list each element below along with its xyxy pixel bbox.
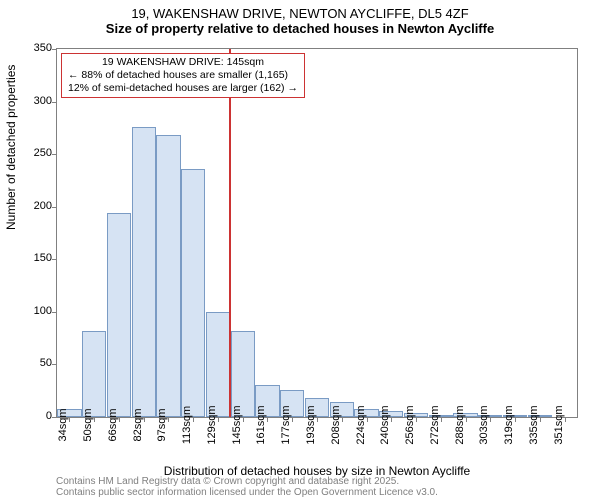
footer-attribution: Contains HM Land Registry data © Crown c… bbox=[56, 476, 438, 498]
y-tick-label: 0 bbox=[12, 410, 52, 422]
y-tick-mark bbox=[52, 49, 57, 50]
x-tick-label: 208sqm bbox=[330, 405, 342, 444]
x-tick-mark bbox=[94, 417, 95, 422]
x-tick-label: 34sqm bbox=[57, 408, 69, 441]
y-tick-label: 350 bbox=[12, 42, 52, 54]
y-tick-label: 250 bbox=[12, 147, 52, 159]
reference-line bbox=[229, 49, 231, 417]
chart-plot-area: 34sqm50sqm66sqm82sqm97sqm113sqm129sqm145… bbox=[56, 48, 578, 418]
title-address: 19, WAKENSHAW DRIVE, NEWTON AYCLIFFE, DL… bbox=[0, 6, 600, 21]
annotation-line-3: 12% of semi-detached houses are larger (… bbox=[68, 82, 298, 95]
annotation-line-2: ← 88% of detached houses are smaller (1,… bbox=[68, 69, 298, 82]
annotation-line-1: 19 WAKENSHAW DRIVE: 145sqm bbox=[68, 56, 298, 69]
histogram-bar bbox=[132, 127, 156, 417]
x-tick-label: 256sqm bbox=[404, 405, 416, 444]
x-tick-mark bbox=[119, 417, 120, 422]
y-tick-mark bbox=[52, 102, 57, 103]
x-tick-label: 82sqm bbox=[132, 408, 144, 441]
y-tick-label: 150 bbox=[12, 252, 52, 264]
x-tick-mark bbox=[193, 417, 194, 422]
x-tick-label: 97sqm bbox=[156, 408, 168, 441]
histogram-bar bbox=[82, 331, 106, 417]
y-tick-label: 50 bbox=[12, 357, 52, 369]
y-tick-label: 100 bbox=[12, 305, 52, 317]
x-tick-label: 177sqm bbox=[280, 405, 292, 444]
x-tick-mark bbox=[317, 417, 318, 422]
x-tick-label: 193sqm bbox=[305, 405, 317, 444]
y-tick-label: 300 bbox=[12, 95, 52, 107]
y-tick-mark bbox=[52, 154, 57, 155]
x-tick-label: 50sqm bbox=[82, 408, 94, 441]
x-tick-mark bbox=[267, 417, 268, 422]
x-tick-label: 335sqm bbox=[528, 405, 540, 444]
y-tick-label: 200 bbox=[12, 200, 52, 212]
x-tick-label: 145sqm bbox=[231, 405, 243, 444]
x-tick-mark bbox=[218, 417, 219, 422]
y-tick-mark bbox=[52, 312, 57, 313]
x-tick-mark bbox=[292, 417, 293, 422]
x-tick-label: 303sqm bbox=[478, 405, 490, 444]
footer-line-1: Contains HM Land Registry data © Crown c… bbox=[56, 476, 438, 487]
footer-line-2: Contains public sector information licen… bbox=[56, 487, 438, 498]
x-tick-label: 129sqm bbox=[206, 405, 218, 444]
x-tick-mark bbox=[69, 417, 70, 422]
y-tick-mark bbox=[52, 259, 57, 260]
x-tick-mark bbox=[391, 417, 392, 422]
histogram-bar bbox=[231, 331, 255, 417]
x-tick-mark bbox=[416, 417, 417, 422]
x-tick-label: 351sqm bbox=[553, 405, 565, 444]
x-tick-label: 113sqm bbox=[181, 406, 193, 444]
annotation-box: 19 WAKENSHAW DRIVE: 145sqm ← 88% of deta… bbox=[61, 53, 305, 98]
x-tick-label: 66sqm bbox=[107, 408, 119, 441]
x-tick-label: 272sqm bbox=[429, 405, 441, 444]
y-tick-mark bbox=[52, 364, 57, 365]
histogram-bar bbox=[156, 135, 180, 417]
x-tick-label: 161sqm bbox=[255, 405, 267, 444]
histogram-bar bbox=[206, 312, 230, 417]
x-tick-label: 224sqm bbox=[355, 405, 367, 444]
histogram-bar bbox=[181, 169, 205, 417]
y-tick-mark bbox=[52, 207, 57, 208]
x-tick-label: 319sqm bbox=[503, 405, 515, 444]
x-tick-mark bbox=[490, 417, 491, 422]
title-block: 19, WAKENSHAW DRIVE, NEWTON AYCLIFFE, DL… bbox=[0, 0, 600, 36]
title-subtitle: Size of property relative to detached ho… bbox=[0, 21, 600, 36]
x-tick-mark bbox=[515, 417, 516, 422]
x-tick-label: 240sqm bbox=[379, 405, 391, 444]
chart-container: 19, WAKENSHAW DRIVE, NEWTON AYCLIFFE, DL… bbox=[0, 0, 600, 500]
x-tick-label: 288sqm bbox=[454, 405, 466, 444]
histogram-bar bbox=[107, 213, 131, 417]
x-tick-mark bbox=[168, 417, 169, 422]
